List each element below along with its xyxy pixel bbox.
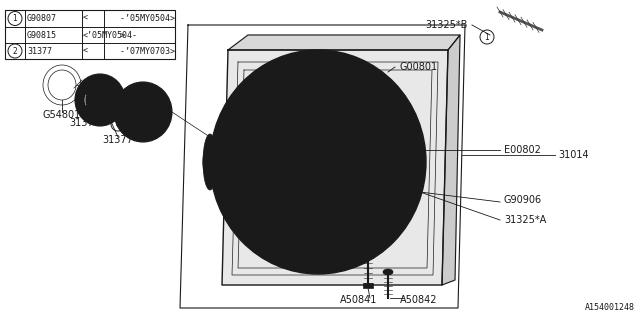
Ellipse shape	[203, 150, 217, 174]
Text: 1: 1	[13, 14, 17, 23]
Text: 31325*A: 31325*A	[504, 215, 547, 225]
Ellipse shape	[290, 132, 346, 192]
Text: <: <	[83, 46, 88, 55]
Bar	[363, 283, 373, 288]
Ellipse shape	[82, 81, 118, 119]
Text: 31325*B: 31325*B	[426, 20, 468, 30]
Text: -’07MY0703>: -’07MY0703>	[105, 46, 175, 55]
Text: 2: 2	[13, 46, 17, 55]
Text: G90807: G90807	[27, 14, 57, 23]
Ellipse shape	[203, 142, 217, 182]
Text: A154001248: A154001248	[585, 303, 635, 312]
Ellipse shape	[250, 90, 386, 234]
Ellipse shape	[276, 118, 360, 206]
Ellipse shape	[132, 100, 154, 124]
Text: 31377: 31377	[27, 46, 52, 55]
Polygon shape	[228, 35, 460, 50]
Polygon shape	[222, 50, 448, 285]
Text: G90906: G90906	[504, 195, 542, 205]
Text: 31377: 31377	[102, 135, 133, 145]
Ellipse shape	[210, 50, 426, 274]
Ellipse shape	[263, 104, 373, 220]
Ellipse shape	[383, 269, 393, 275]
Ellipse shape	[251, 95, 261, 105]
Text: -’05MY0504>: -’05MY0504>	[105, 14, 175, 23]
Text: G54801: G54801	[43, 110, 81, 120]
Text: G57401: G57401	[124, 122, 162, 132]
Ellipse shape	[302, 145, 334, 179]
Ellipse shape	[121, 89, 165, 135]
Ellipse shape	[114, 82, 172, 142]
Ellipse shape	[203, 134, 217, 190]
Text: G71606: G71606	[306, 93, 344, 103]
Ellipse shape	[75, 74, 125, 126]
Ellipse shape	[238, 78, 398, 246]
Text: A50842: A50842	[400, 295, 438, 305]
Text: 31377: 31377	[70, 118, 100, 128]
Ellipse shape	[248, 92, 264, 108]
Text: 2: 2	[116, 119, 120, 129]
Text: 31014: 31014	[558, 150, 589, 160]
Text: E00802: E00802	[504, 145, 541, 155]
Ellipse shape	[228, 68, 408, 256]
Text: <’05MY0504-: <’05MY0504-	[83, 30, 138, 39]
Text: >: >	[105, 30, 125, 39]
Text: <: <	[83, 14, 88, 23]
Ellipse shape	[218, 58, 418, 266]
Text: A50841: A50841	[340, 295, 378, 305]
Text: 1: 1	[484, 33, 490, 42]
Polygon shape	[442, 35, 460, 285]
Bar	[5, 10, 175, 59]
Text: G90815: G90815	[27, 30, 57, 39]
Text: G00801: G00801	[400, 62, 438, 72]
